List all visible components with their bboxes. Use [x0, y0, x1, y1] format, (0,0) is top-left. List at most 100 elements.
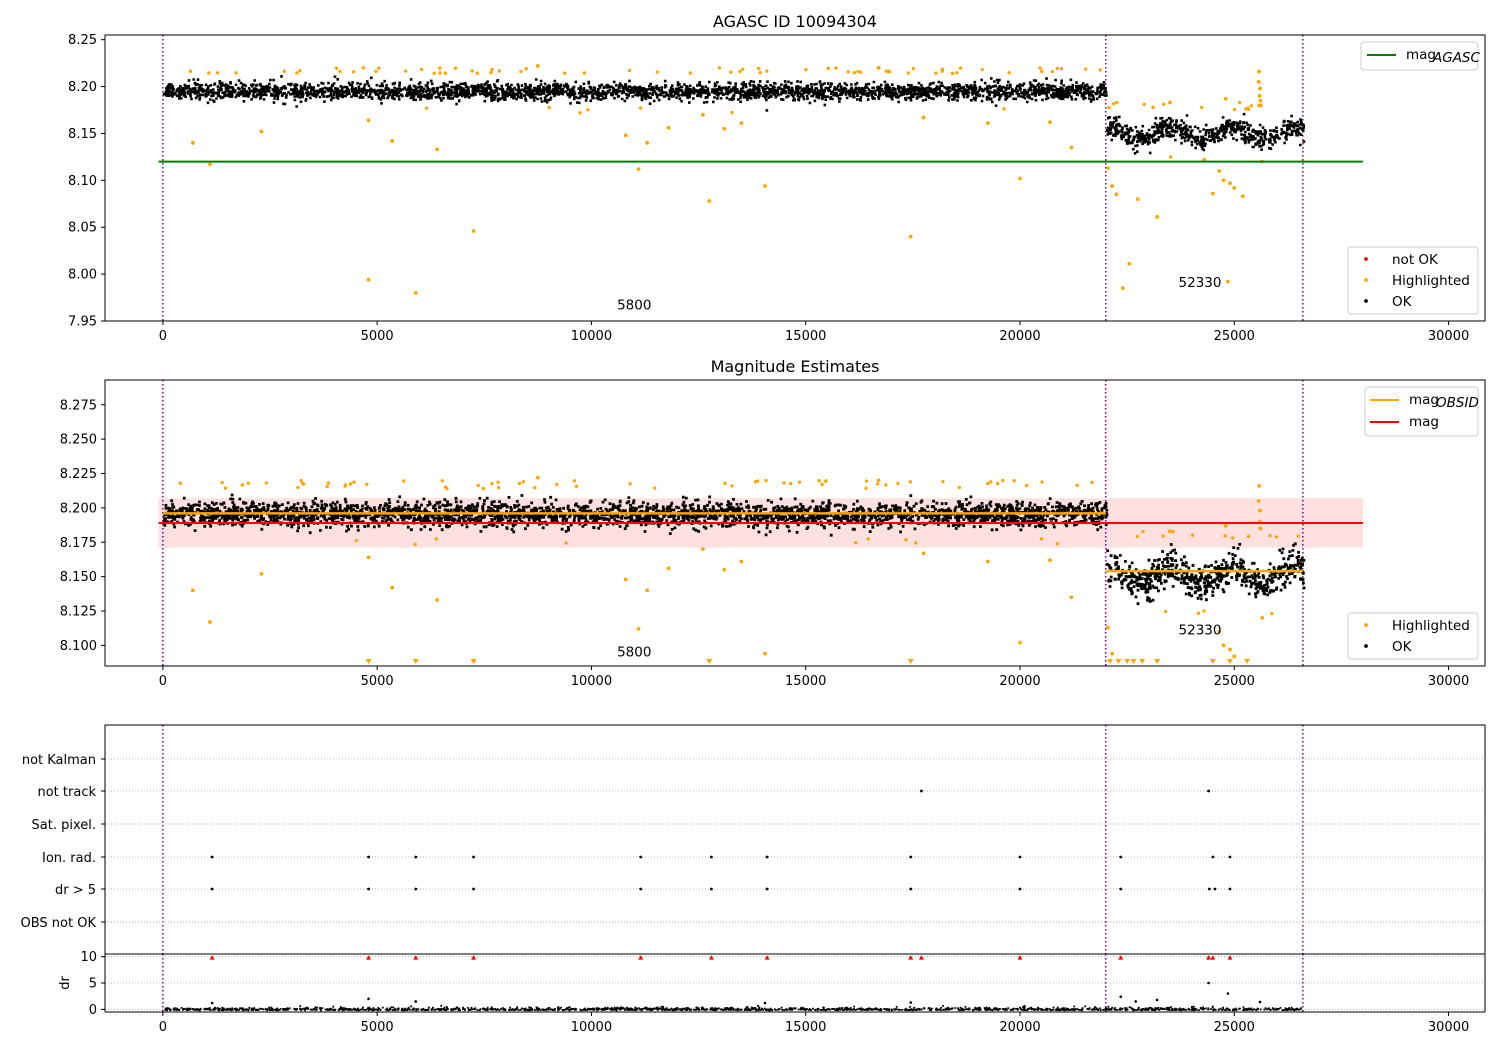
top-highlighted-point [638, 106, 643, 110]
top-highlighted-point [282, 69, 287, 73]
flags-point [765, 855, 769, 859]
middle-xtick-label: 20000 [999, 674, 1040, 689]
middle-chart-title: Magnitude Estimates [711, 357, 880, 376]
middle-highlighted-point [1274, 535, 1279, 539]
flags-row-label: not track [37, 785, 96, 800]
top-highlighted-point [645, 140, 650, 145]
middle-highlighted-point [904, 537, 908, 542]
top-legend-entry-label: OK [1392, 294, 1413, 310]
middle-highlighted-point [875, 482, 880, 486]
flags-point [639, 855, 643, 859]
top-highlighted-point [188, 69, 193, 73]
middle-highlighted-point [723, 481, 727, 486]
dr-clipped-marker [638, 955, 644, 960]
middle-highlighted-point [628, 481, 632, 486]
middle-highlighted-point [866, 537, 871, 541]
middle-highlighted-point [434, 537, 439, 541]
top-highlighted-point [1050, 69, 1055, 74]
top-highlighted-point [826, 66, 830, 71]
top-highlighted-point [739, 121, 744, 126]
middle-xtick-label: 0 [159, 674, 167, 689]
top-highlighted-point [208, 162, 212, 167]
middle-annotation: 5800 [617, 644, 651, 660]
top-highlighted-point [1168, 100, 1172, 105]
middle-highlighted-point [1110, 651, 1115, 656]
middle-outside-marker [1227, 659, 1233, 664]
flags-point [1207, 789, 1210, 793]
top-highlighted-point [519, 69, 523, 74]
top-highlighted-point [730, 110, 734, 115]
middle-xtick-label: 15000 [785, 674, 826, 689]
middle-annotation: 52330 [1179, 622, 1222, 638]
top-highlighted-point [955, 71, 959, 75]
middle-highlighted-point [401, 479, 406, 483]
top-highlighted-point [1040, 69, 1044, 74]
top-highlighted-point [1059, 67, 1064, 71]
middle-highlighted-point [1048, 558, 1052, 563]
middle-highlighted-point [366, 555, 371, 560]
top-highlighted-point [852, 70, 857, 75]
middle-highlighted-point [354, 538, 359, 543]
top-highlighted-point [1155, 215, 1160, 219]
flags-point [367, 855, 370, 859]
middle-highlighted-point [700, 547, 705, 552]
flags-point [909, 887, 913, 891]
dr-xtick-label: 5000 [361, 1020, 394, 1035]
middle-highlighted-point [1223, 523, 1228, 528]
middle-legend-marker [1364, 623, 1368, 627]
flags-row-label: Ion. rad. [42, 851, 96, 866]
middle-outside-marker [1139, 659, 1146, 664]
top-highlighted-point [338, 69, 342, 74]
top-highlighted-point [804, 67, 808, 72]
top-legend-subscript: AGASC [1432, 50, 1481, 66]
top-highlighted-point [908, 234, 913, 239]
top-legend-upper [1360, 41, 1479, 71]
middle-xtick-label: 5000 [361, 674, 394, 689]
flags-point [1228, 855, 1232, 859]
middle-highlighted-point [666, 566, 671, 571]
middle-highlighted-point [1196, 611, 1201, 615]
flags-point [909, 855, 913, 859]
top-highlighted-point [627, 68, 632, 73]
flags-point [1208, 887, 1211, 891]
top-highlighted-point [707, 199, 712, 203]
top-highlighted-point [1142, 102, 1146, 106]
top-legend-lower [1347, 246, 1479, 315]
middle-ytick-label: 8.125 [60, 605, 97, 620]
middle-highlighted-point [521, 480, 526, 484]
top-highlighted-point [1069, 145, 1074, 150]
middle-highlighted-point [533, 486, 537, 490]
top-highlighted-point [763, 184, 767, 188]
top-ytick-label: 8.10 [68, 174, 97, 189]
top-highlighted-point [334, 66, 339, 71]
top-legend-marker [1364, 278, 1368, 282]
top-highlighted-point [1115, 100, 1119, 105]
top-highlighted-point [1135, 197, 1140, 201]
middle-highlighted-point [326, 481, 331, 485]
top-highlighted-point [1120, 286, 1125, 291]
top-highlighted-point [1257, 94, 1262, 98]
top-highlighted-point [623, 133, 628, 138]
top-highlighted-point [1225, 279, 1230, 284]
flags-point [710, 887, 713, 891]
middle-highlighted-point [572, 479, 577, 483]
middle-highlighted-point [390, 585, 395, 590]
middle-highlighted-point [299, 478, 303, 483]
top-highlighted-point [1258, 98, 1263, 103]
top-annotation: 5800 [617, 298, 651, 314]
top-highlighted-point [535, 64, 540, 68]
top-chart-title: AGASC ID 10094304 [713, 12, 877, 31]
middle-highlighted-point [986, 481, 990, 486]
flags-point [472, 855, 475, 859]
dr-clipped-marker [413, 955, 419, 960]
top-highlighted-point [295, 71, 299, 75]
top-highlighted-point [1199, 105, 1204, 110]
top-highlighted-point [403, 69, 408, 73]
dr-outlier-point [367, 997, 370, 1001]
middle-highlighted-point [223, 486, 228, 490]
flags-point [414, 887, 418, 891]
top-highlighted-point [234, 71, 238, 75]
middle-ytick-label: 8.250 [60, 433, 97, 448]
top-highlighted-point [1210, 191, 1215, 196]
middle-highlighted-point [1190, 533, 1195, 537]
